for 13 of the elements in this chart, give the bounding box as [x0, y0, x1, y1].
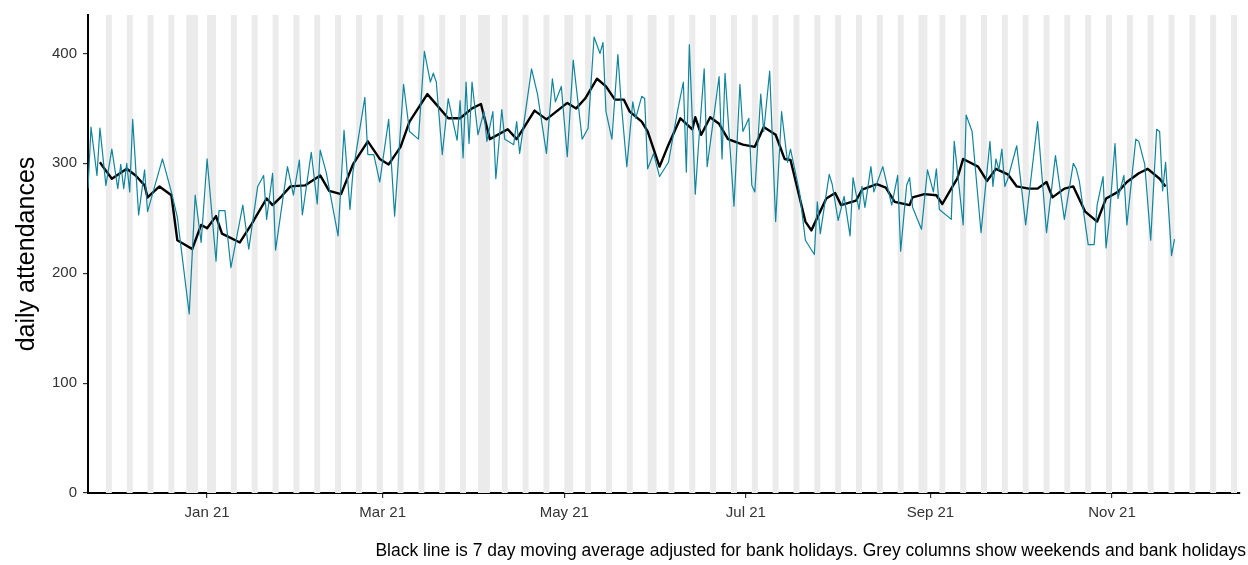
x-tick-label: Sep 21: [906, 503, 955, 521]
y-tick-label: 0: [68, 483, 78, 501]
x-tick-label: Mar 21: [359, 503, 407, 521]
text: Black line is 7 day moving average adjusted for bank holidays. Grey columns show weekends and bank holidays: [375, 540, 1246, 561]
x-tick-label: Jul 21: [725, 503, 766, 521]
x-tick-label: Jan 21: [184, 503, 230, 521]
y-tick-label: 300: [52, 153, 78, 171]
x-tick-label: Nov 21: [1088, 503, 1136, 521]
y-tick-label: 100: [52, 373, 78, 391]
y-tick-label: 400: [52, 43, 78, 61]
y-tick-label: 200: [52, 263, 78, 281]
y-axis-title: daily attendances: [10, 156, 39, 352]
x-tick-label: May 21: [539, 503, 589, 521]
